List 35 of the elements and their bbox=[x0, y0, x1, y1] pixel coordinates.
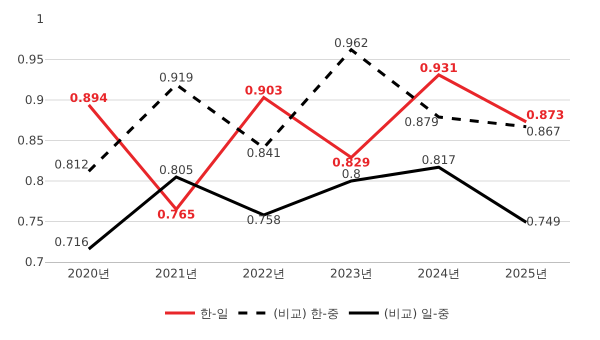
data-label: 0.812 bbox=[54, 157, 89, 172]
x-tick-label: 2022년 bbox=[242, 266, 286, 280]
data-label: 0.962 bbox=[334, 36, 368, 50]
line-series bbox=[87, 166, 528, 251]
y-tick-label: 0.8 bbox=[24, 174, 44, 188]
y-tick-label: 0.9 bbox=[24, 93, 44, 108]
data-label: 0.758 bbox=[246, 213, 281, 228]
data-label: 0.903 bbox=[244, 84, 283, 98]
data-label: 0.749 bbox=[526, 214, 561, 228]
y-tick-label: 0.85 bbox=[17, 134, 44, 148]
data-label: 0.716 bbox=[54, 235, 89, 250]
x-tick-label: 2024년 bbox=[417, 266, 460, 280]
data-label: 0.867 bbox=[526, 124, 561, 139]
legend-label: (비교) 일-중 bbox=[384, 306, 450, 321]
x-tick-label: 2025년 bbox=[504, 266, 548, 280]
legend-label: (비교) 한-중 bbox=[273, 306, 339, 321]
data-label: 0.805 bbox=[159, 162, 194, 177]
data-label: 0.873 bbox=[526, 108, 564, 122]
data-label: 0.879 bbox=[404, 115, 439, 130]
x-tick-label: 2023년 bbox=[330, 266, 373, 280]
x-tick-label: 2021년 bbox=[154, 266, 198, 280]
y-tick-label: 0.75 bbox=[17, 214, 44, 229]
data-label: 0.841 bbox=[246, 146, 281, 160]
data-label: 0.919 bbox=[159, 70, 194, 85]
data-label: 0.8 bbox=[342, 167, 361, 181]
y-tick-label: 0.95 bbox=[17, 52, 44, 67]
data-label: 0.829 bbox=[332, 156, 370, 170]
data-label: 0.894 bbox=[70, 90, 108, 105]
legend-label: 한-일 bbox=[200, 306, 228, 321]
data-label: 0.931 bbox=[420, 60, 458, 75]
data-label: 0.765 bbox=[157, 207, 196, 222]
x-tick-label: 2020년 bbox=[67, 266, 110, 280]
y-tick-label: 1 bbox=[36, 12, 44, 26]
y-tick-label: 0.7 bbox=[24, 255, 44, 270]
data-label: 0.817 bbox=[422, 153, 456, 168]
